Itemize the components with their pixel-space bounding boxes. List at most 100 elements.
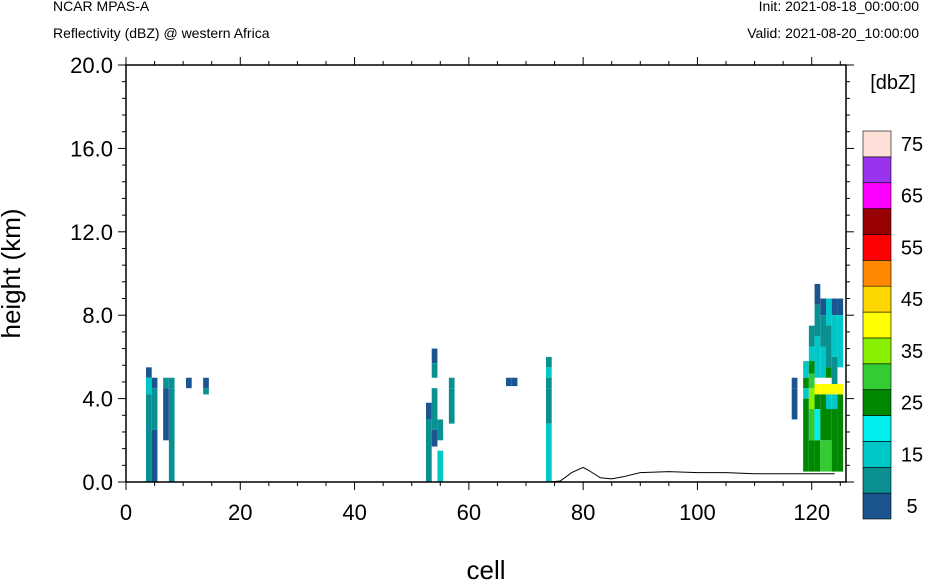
reflectivity-cell — [831, 409, 838, 472]
reflectivity-cell — [431, 348, 438, 364]
colorbar-label: 15 — [901, 444, 923, 466]
colorbar-swatch — [862, 441, 892, 468]
colorbar-swatch — [862, 466, 892, 494]
reflectivity-cell — [837, 394, 844, 472]
x-axis-label: cell — [466, 555, 505, 580]
colorbar-swatch — [862, 363, 892, 390]
terrain-layer — [126, 466, 835, 483]
colorbar-swatch — [862, 156, 892, 184]
reflectivity-cell — [803, 388, 809, 399]
colorbar-swatch — [862, 389, 892, 416]
reflectivity-cell — [814, 283, 821, 305]
reflectivity-cell — [814, 394, 821, 410]
reflectivity-cell — [146, 377, 152, 395]
colorbar-label: 25 — [901, 393, 923, 415]
x-tick-label: 20 — [228, 500, 252, 525]
terrain-line — [126, 466, 835, 483]
y-tick-label: 8.0 — [82, 303, 113, 328]
reflectivity-cell — [826, 394, 832, 410]
colorbar-label: 5 — [906, 496, 917, 518]
reflectivity-cell — [506, 377, 512, 387]
reflectivity-cell — [826, 440, 832, 472]
reflectivity-cell — [814, 336, 821, 378]
valid-time: Valid: 2021-08-20_10:00:00 — [747, 25, 919, 41]
reflectivity-cell — [163, 388, 169, 441]
reflectivity-cell — [431, 409, 438, 430]
colorbar-swatch — [862, 182, 892, 209]
plot-subtitle: Reflectivity (dBZ) @ western Africa — [53, 25, 270, 41]
colorbar-unit-label: [dbZ] — [870, 72, 916, 94]
reflectivity-cell — [791, 377, 798, 389]
reflectivity-cell — [814, 304, 821, 337]
reflectivity-cell — [803, 377, 809, 389]
colorbar-label: 55 — [901, 237, 923, 259]
y-axis: 0.0 4.0 8.0 12.0 16.0 20.0 — [70, 53, 854, 495]
reflectivity-cell — [151, 388, 158, 430]
y-tick-label: 4.0 — [82, 387, 113, 412]
reflectivity-cell — [426, 402, 432, 420]
reflectivity-cell — [837, 298, 844, 316]
reflectivity-cell — [546, 388, 552, 424]
reflectivity-cell — [151, 429, 158, 483]
colorbar-swatch — [862, 285, 892, 313]
reflectivity-cell — [808, 361, 815, 374]
reflectivity-cell — [546, 423, 552, 482]
reflectivity-cell — [831, 394, 838, 410]
reflectivity-cell — [168, 388, 175, 482]
reflectivity-cell — [820, 346, 826, 378]
x-tick-label: 120 — [793, 500, 830, 525]
reflectivity-cells — [146, 283, 844, 483]
reflectivity-cell — [820, 298, 826, 316]
reflectivity-cell — [808, 325, 815, 347]
model-name: NCAR MPAS-A — [53, 0, 150, 14]
plot-frame — [125, 64, 847, 483]
init-time: Init: 2021-08-18_00:00:00 — [758, 0, 919, 14]
reflectivity-cell — [546, 356, 552, 368]
colorbar-label: 75 — [901, 134, 923, 156]
colorbar-swatch — [862, 415, 892, 442]
reflectivity-cell — [808, 373, 815, 389]
reflectivity-cell — [186, 377, 192, 389]
reflectivity-cell — [820, 394, 826, 441]
y-axis-label: height (km) — [0, 208, 26, 338]
y-tick-label: 0.0 — [82, 470, 113, 495]
colorbar-swatch — [862, 130, 892, 158]
reflectivity-cell — [151, 377, 158, 389]
reflectivity-cell — [546, 377, 552, 389]
reflectivity-cell — [431, 429, 438, 447]
x-tick-label: 80 — [571, 500, 595, 525]
reflectivity-cell — [826, 384, 832, 395]
colorbar-label: 65 — [901, 186, 923, 208]
reflectivity-cell — [791, 388, 798, 420]
reflectivity-cell — [831, 315, 838, 357]
reflectivity-cell — [831, 298, 838, 316]
reflectivity-cell — [814, 409, 821, 441]
reflectivity-cell — [803, 361, 809, 378]
reflectivity-cell — [808, 409, 815, 441]
reflectivity-cell — [203, 377, 209, 389]
colorbar-swatch — [862, 337, 892, 365]
colorbar-label: 45 — [901, 289, 923, 311]
reflectivity-cell — [803, 398, 809, 472]
reflectivity-cell — [146, 367, 152, 378]
x-axis: 0 20 40 60 80 100 120 — [120, 57, 841, 525]
colorbar-swatch — [862, 311, 892, 339]
reflectivity-cell — [437, 450, 444, 482]
reflectivity-cell — [826, 325, 832, 368]
reflectivity-cell — [814, 440, 821, 472]
reflectivity-cell — [831, 356, 838, 385]
reflectivity-cell — [511, 377, 518, 387]
reflectivity-cell — [826, 409, 832, 441]
reflectivity-cell — [448, 388, 455, 424]
reflectivity-cell — [437, 419, 444, 441]
colorbar-swatch — [862, 492, 892, 520]
reflectivity-cell — [837, 384, 844, 395]
reflectivity-cell — [546, 367, 552, 378]
reflectivity-cell — [448, 377, 455, 389]
reflectivity-cell — [837, 315, 844, 368]
colorbar-swatch — [862, 260, 892, 287]
reflectivity-cell — [820, 440, 826, 472]
reflectivity-cell — [808, 388, 815, 410]
reflectivity-cell — [820, 315, 826, 347]
